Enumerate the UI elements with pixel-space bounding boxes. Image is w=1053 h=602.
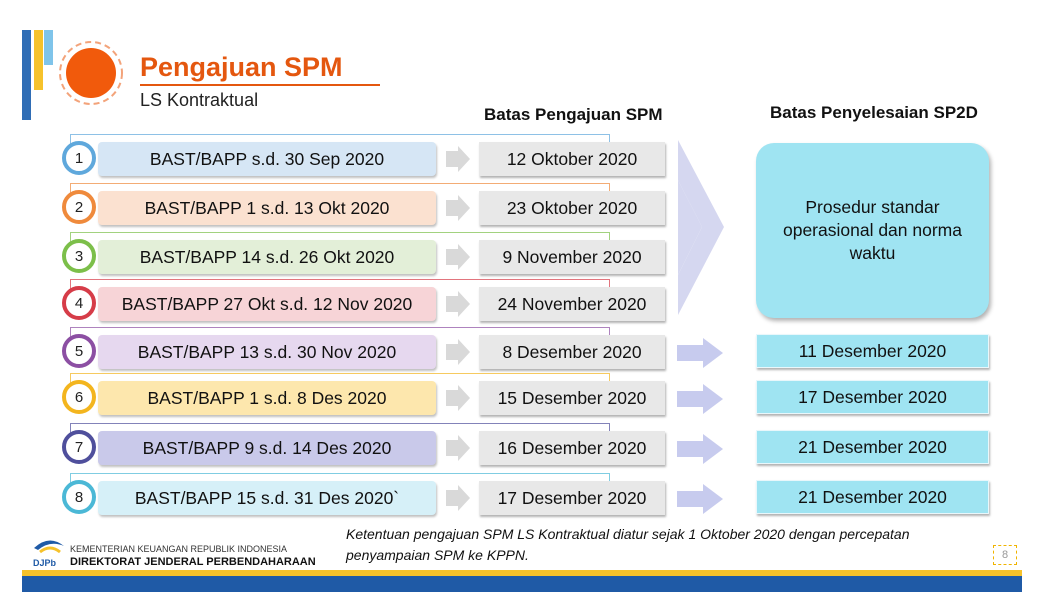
table-row: 7 BAST/BAPP 9 s.d. 14 Des 2020 16 Desember… [0, 423, 1053, 469]
bast-period-label: BAST/BAPP 15 s.d. 31 Des 2020` [98, 481, 436, 515]
row-number-badge: 2 [62, 190, 96, 224]
page-subtitle: LS Kontraktual [140, 90, 259, 110]
sp2d-deadline: 17 Desember 2020 [756, 380, 989, 414]
logo-text: DJPb [33, 558, 57, 568]
sun-icon [59, 41, 123, 105]
sp2d-group-line3: waktu [849, 243, 896, 263]
chevron-right-icon [446, 339, 470, 365]
row-number-badge: 5 [62, 334, 96, 368]
chevron-right-icon [446, 146, 470, 172]
arrow-right-icon [677, 434, 723, 464]
table-row: 4 BAST/BAPP 27 Okt s.d. 12 Nov 2020 24 Nov… [0, 279, 1053, 325]
chevron-right-icon [446, 485, 470, 511]
row-number-badge: 3 [62, 239, 96, 273]
row-number-badge: 6 [62, 380, 96, 414]
accent-bar-blue [22, 30, 31, 120]
footnote: Ketentuan pengajuan SPM LS Kontraktual d… [346, 524, 986, 566]
bast-period-label: BAST/BAPP s.d. 30 Sep 2020 [98, 142, 436, 176]
bast-period-label: BAST/BAPP 1 s.d. 13 Okt 2020 [98, 191, 436, 225]
page-title: Pengajuan SPM [140, 52, 343, 82]
column-header-sp2d: Batas Penyelesaian SP2D [770, 103, 978, 122]
chevron-right-icon [446, 435, 470, 461]
spm-deadline: 23 Oktober 2020 [479, 191, 665, 225]
footnote-line2: penyampaian SPM ke KPPN. [346, 547, 529, 563]
footnote-line1: Ketentuan pengajuan SPM LS Kontraktual d… [346, 526, 910, 542]
spm-deadline: 9 November 2020 [479, 240, 665, 274]
table-row: 3 BAST/BAPP 14 s.d. 26 Okt 2020 9 November… [0, 232, 1053, 278]
row-frame-line [70, 134, 610, 146]
chevron-right-icon [446, 385, 470, 411]
column-header-spm: Batas Pengajuan SPM [484, 105, 663, 124]
row-number-badge: 1 [62, 141, 96, 175]
accent-bar-yellow [34, 30, 43, 90]
title-underline [140, 84, 380, 86]
spm-deadline: 24 November 2020 [479, 287, 665, 321]
bast-period-label: BAST/BAPP 9 s.d. 14 Des 2020 [98, 431, 436, 465]
djpb-logo-icon: DJPb [33, 540, 64, 568]
sp2d-group-line1: Prosedur standar [805, 197, 940, 217]
row-frame-line [70, 183, 610, 195]
chevron-right-icon [446, 291, 470, 317]
group-arrow-icon [678, 140, 724, 315]
sp2d-group-box: Prosedur standar operasional dan norma w… [756, 143, 989, 318]
bast-period-label: BAST/BAPP 1 s.d. 8 Des 2020 [98, 381, 436, 415]
accent-bar-lightblue [44, 30, 53, 65]
page-number: 8 [993, 545, 1017, 565]
chevron-right-icon [446, 195, 470, 221]
footer-stripe-yellow [22, 570, 1022, 576]
row-frame-line [70, 423, 610, 435]
footer-stripe-blue [22, 576, 1022, 592]
table-row: 6 BAST/BAPP 1 s.d. 8 Des 2020 15 Desember … [0, 373, 1053, 419]
ministry-name: KEMENTERIAN KEUANGAN REPUBLIK INDONESIA [70, 544, 288, 554]
chevron-right-icon [446, 244, 470, 270]
bast-period-label: BAST/BAPP 13 s.d. 30 Nov 2020 [98, 335, 436, 369]
spm-deadline: 8 Desember 2020 [479, 335, 665, 369]
row-frame-line [70, 473, 610, 485]
row-number-badge: 8 [62, 480, 96, 514]
table-row: 5 BAST/BAPP 13 s.d. 30 Nov 2020 8 Desember… [0, 327, 1053, 373]
spm-deadline: 15 Desember 2020 [479, 381, 665, 415]
sp2d-deadline: 21 Desember 2020 [756, 480, 989, 514]
bast-period-label: BAST/BAPP 27 Okt s.d. 12 Nov 2020 [98, 287, 436, 321]
spm-deadline: 16 Desember 2020 [479, 431, 665, 465]
arrow-right-icon [677, 338, 723, 368]
sp2d-deadline: 11 Desember 2020 [756, 334, 989, 368]
bast-period-label: BAST/BAPP 14 s.d. 26 Okt 2020 [98, 240, 436, 274]
table-row: 8 BAST/BAPP 15 s.d. 31 Des 2020` 17 Desemb… [0, 473, 1053, 519]
sp2d-group-line2: operasional dan norma [782, 220, 962, 240]
row-frame-line [70, 373, 610, 385]
arrow-right-icon [677, 484, 723, 514]
directorate-name: DIREKTORAT JENDERAL PERBENDAHARAAN [70, 556, 316, 568]
row-frame-line [70, 279, 610, 291]
row-frame-line [70, 327, 610, 339]
table-row: 1 BAST/BAPP s.d. 30 Sep 2020 12 Oktober 20… [0, 134, 1053, 180]
spm-deadline: 12 Oktober 2020 [479, 142, 665, 176]
spm-deadline: 17 Desember 2020 [479, 481, 665, 515]
row-number-badge: 4 [62, 286, 96, 320]
row-frame-line [70, 232, 610, 244]
arrow-right-icon [677, 384, 723, 414]
table-row: 2 BAST/BAPP 1 s.d. 13 Okt 2020 23 Oktober … [0, 183, 1053, 229]
sp2d-deadline: 21 Desember 2020 [756, 430, 989, 464]
row-number-badge: 7 [62, 430, 96, 464]
